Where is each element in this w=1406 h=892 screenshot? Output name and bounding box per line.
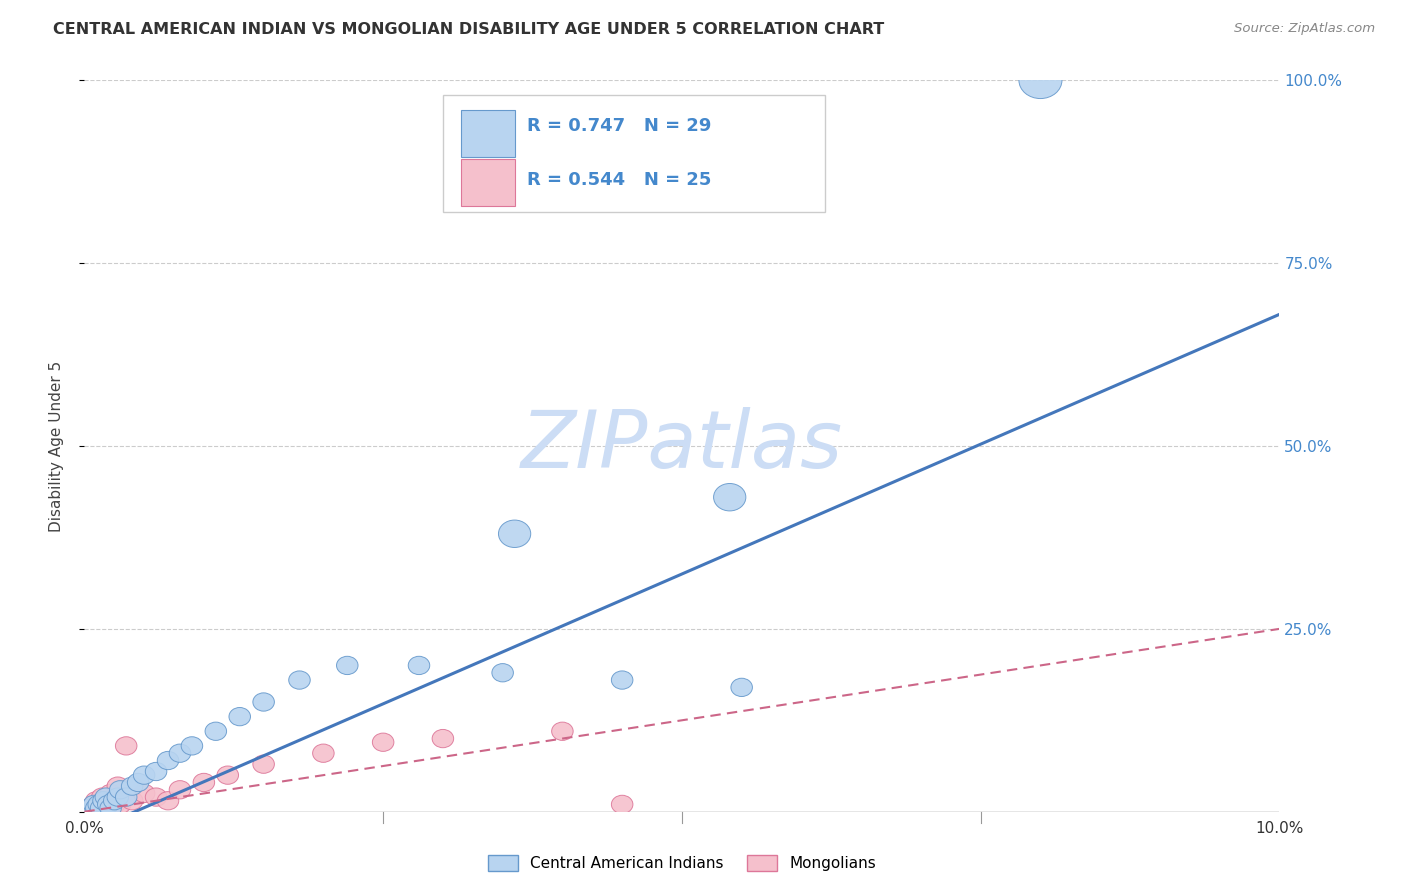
Text: R = 0.747   N = 29: R = 0.747 N = 29 xyxy=(527,117,711,135)
Ellipse shape xyxy=(217,766,239,784)
Text: CENTRAL AMERICAN INDIAN VS MONGOLIAN DISABILITY AGE UNDER 5 CORRELATION CHART: CENTRAL AMERICAN INDIAN VS MONGOLIAN DIS… xyxy=(53,22,884,37)
Ellipse shape xyxy=(91,788,112,806)
Ellipse shape xyxy=(80,799,101,817)
Ellipse shape xyxy=(312,744,335,763)
Ellipse shape xyxy=(107,777,128,796)
Ellipse shape xyxy=(373,733,394,751)
Ellipse shape xyxy=(205,723,226,740)
Ellipse shape xyxy=(121,777,143,796)
Ellipse shape xyxy=(128,773,149,791)
Ellipse shape xyxy=(612,671,633,690)
Legend: Central American Indians, Mongolians: Central American Indians, Mongolians xyxy=(481,849,883,877)
FancyBboxPatch shape xyxy=(443,95,825,212)
Ellipse shape xyxy=(104,791,125,810)
Ellipse shape xyxy=(1019,62,1062,99)
Ellipse shape xyxy=(731,678,752,697)
Ellipse shape xyxy=(229,707,250,726)
Ellipse shape xyxy=(134,784,155,803)
Ellipse shape xyxy=(121,791,143,810)
Ellipse shape xyxy=(110,796,131,814)
Ellipse shape xyxy=(145,763,167,780)
Ellipse shape xyxy=(80,799,101,817)
Ellipse shape xyxy=(612,796,633,814)
Ellipse shape xyxy=(96,788,117,806)
Ellipse shape xyxy=(157,751,179,770)
Ellipse shape xyxy=(107,788,128,806)
Ellipse shape xyxy=(86,799,107,817)
Ellipse shape xyxy=(97,796,120,814)
Text: R = 0.544   N = 25: R = 0.544 N = 25 xyxy=(527,170,711,189)
Ellipse shape xyxy=(169,744,191,763)
Ellipse shape xyxy=(96,796,117,814)
Ellipse shape xyxy=(115,737,136,755)
Ellipse shape xyxy=(492,664,513,681)
Ellipse shape xyxy=(169,780,191,799)
Ellipse shape xyxy=(253,755,274,773)
Y-axis label: Disability Age Under 5: Disability Age Under 5 xyxy=(49,360,63,532)
Ellipse shape xyxy=(83,796,104,814)
Ellipse shape xyxy=(551,723,574,740)
Ellipse shape xyxy=(89,796,110,814)
Text: ZIPatlas: ZIPatlas xyxy=(520,407,844,485)
Ellipse shape xyxy=(499,520,530,548)
Ellipse shape xyxy=(100,799,121,817)
FancyBboxPatch shape xyxy=(461,110,515,157)
Ellipse shape xyxy=(86,791,107,810)
Ellipse shape xyxy=(100,784,121,803)
Ellipse shape xyxy=(93,791,114,810)
Ellipse shape xyxy=(336,657,359,674)
Ellipse shape xyxy=(253,693,274,711)
Ellipse shape xyxy=(97,791,120,810)
Ellipse shape xyxy=(110,780,131,799)
Ellipse shape xyxy=(90,799,112,817)
Ellipse shape xyxy=(432,730,454,747)
Ellipse shape xyxy=(181,737,202,755)
Ellipse shape xyxy=(83,796,104,814)
Ellipse shape xyxy=(134,766,155,784)
Ellipse shape xyxy=(104,796,125,814)
Ellipse shape xyxy=(288,671,311,690)
Text: Source: ZipAtlas.com: Source: ZipAtlas.com xyxy=(1234,22,1375,36)
FancyBboxPatch shape xyxy=(461,159,515,206)
Ellipse shape xyxy=(145,788,167,806)
Ellipse shape xyxy=(115,788,136,806)
Ellipse shape xyxy=(89,797,110,815)
Ellipse shape xyxy=(408,657,430,674)
Ellipse shape xyxy=(157,791,179,810)
Ellipse shape xyxy=(193,773,215,791)
Ellipse shape xyxy=(115,788,136,806)
Ellipse shape xyxy=(714,483,745,511)
